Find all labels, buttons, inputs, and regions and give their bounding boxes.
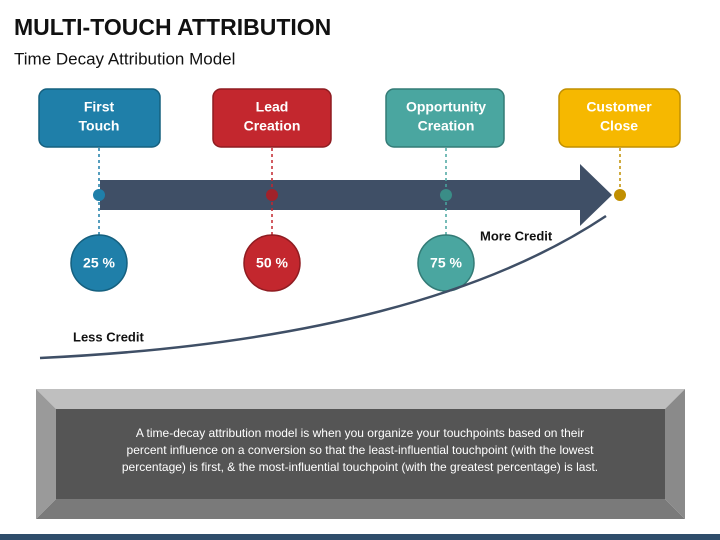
frame-right	[665, 389, 685, 519]
frame-top	[36, 389, 685, 409]
description-line: A time-decay attribution model is when y…	[136, 426, 584, 440]
stage-label: Creation	[418, 118, 475, 134]
title: MULTI-TOUCH ATTRIBUTION	[14, 14, 331, 40]
description-line: percentage) is first, & the most-influen…	[122, 460, 598, 474]
dot	[440, 189, 452, 201]
curve-label: More Credit	[480, 228, 553, 243]
arrow-body	[100, 180, 582, 210]
curve-label: Less Credit	[73, 329, 144, 344]
arrow-head	[580, 164, 612, 226]
dot	[614, 189, 626, 201]
frame-left	[36, 389, 56, 519]
credit-label: 25 %	[83, 255, 115, 271]
dot	[93, 189, 105, 201]
stage-label: Opportunity	[406, 99, 486, 115]
stage-label: Lead	[256, 99, 289, 115]
stage-label: Creation	[244, 118, 301, 134]
footer-strip	[0, 534, 720, 540]
stage-label: Customer	[586, 99, 652, 115]
credit-label: 75 %	[430, 255, 462, 271]
credit-circle	[70, 234, 128, 292]
frame-bottom	[36, 499, 685, 519]
stage-label: First	[84, 99, 115, 115]
description-panel	[56, 409, 665, 499]
stage-box	[212, 88, 332, 148]
subtitle: Time Decay Attribution Model	[14, 49, 235, 68]
credit-label: 50 %	[256, 255, 288, 271]
description-line: percent influence on a conversion so tha…	[127, 443, 595, 457]
stage-label: Touch	[79, 118, 120, 134]
stage-label: Close	[600, 118, 638, 134]
stage-box	[385, 88, 505, 148]
stage-box	[38, 88, 161, 148]
stage-box	[558, 88, 681, 148]
credit-circle	[243, 234, 301, 292]
credit-curve	[39, 214, 607, 360]
dot	[266, 189, 278, 201]
